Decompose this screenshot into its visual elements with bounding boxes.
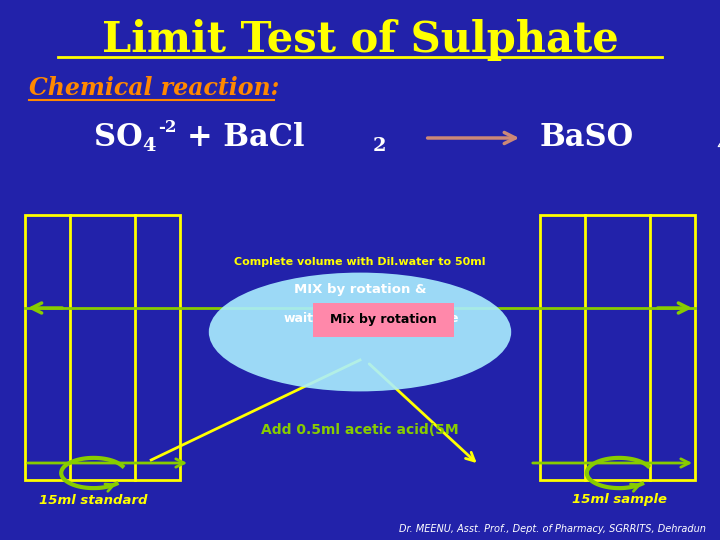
Text: 4: 4 xyxy=(716,137,720,155)
Text: Add 0.5ml acetic acid(5M: Add 0.5ml acetic acid(5M xyxy=(261,423,459,437)
Text: 15ml standard: 15ml standard xyxy=(40,494,148,507)
Text: 4: 4 xyxy=(143,137,156,155)
Text: Complete volume with Dil.water to 50ml: Complete volume with Dil.water to 50ml xyxy=(234,257,486,267)
Ellipse shape xyxy=(209,273,511,392)
FancyBboxPatch shape xyxy=(313,303,454,337)
Text: 15ml sample: 15ml sample xyxy=(572,494,667,507)
Text: MIX by rotation &: MIX by rotation & xyxy=(294,284,426,296)
Text: Dr. MEENU, Asst. Prof., Dept. of Pharmacy, SGRRITS, Dehradun: Dr. MEENU, Asst. Prof., Dept. of Pharmac… xyxy=(399,523,706,534)
Text: BaSO: BaSO xyxy=(540,123,634,153)
Text: Chemical reaction:: Chemical reaction: xyxy=(29,76,279,100)
Bar xyxy=(25,215,180,480)
Bar xyxy=(540,215,695,480)
Text: wait: wait xyxy=(283,312,313,325)
Text: -2: -2 xyxy=(158,119,177,137)
Text: + BaCl: + BaCl xyxy=(187,123,305,153)
Text: 2: 2 xyxy=(373,137,387,155)
Text: Mix by rotation: Mix by rotation xyxy=(330,314,437,327)
Text: SO: SO xyxy=(94,123,143,153)
Text: Limit Test of Sulphate: Limit Test of Sulphate xyxy=(102,19,618,61)
Text: e: e xyxy=(450,312,459,325)
